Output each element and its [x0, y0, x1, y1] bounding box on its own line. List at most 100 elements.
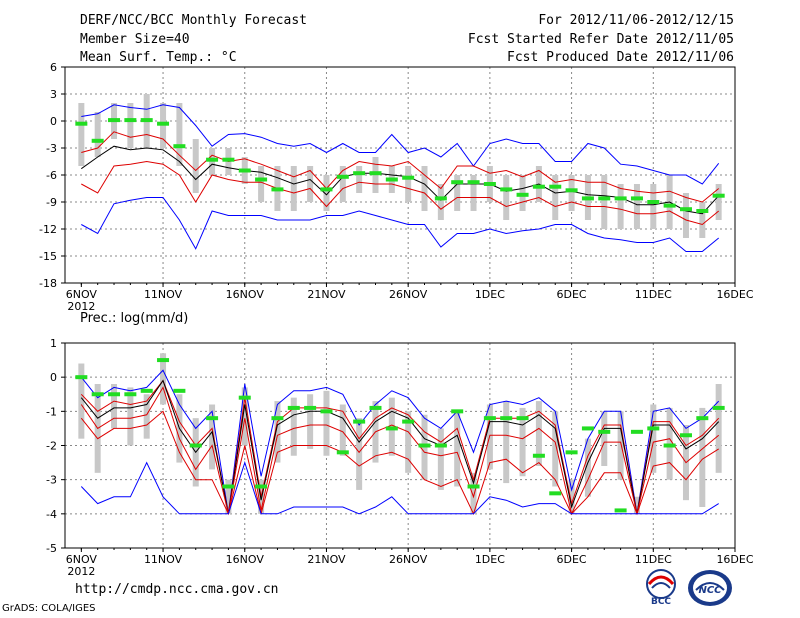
- p1-y-tick-label: -9: [46, 196, 57, 209]
- p2-climatology-marker: [451, 409, 464, 414]
- p1-climatology-marker: [565, 188, 578, 193]
- p1-climatology-marker: [369, 171, 382, 176]
- p1-climatology-marker: [500, 187, 513, 192]
- p2-climatology-marker: [696, 416, 709, 421]
- p1-spread-bar: [258, 166, 265, 202]
- p2-climatology-marker: [336, 450, 349, 455]
- member-size: Member Size=40: [80, 32, 190, 47]
- p2-spread-bar: [356, 418, 363, 490]
- p2-climatology-marker: [516, 416, 529, 421]
- p1-spread-bar: [94, 112, 101, 157]
- p2-climatology-marker: [385, 426, 398, 431]
- p2-spread-bar: [209, 404, 216, 470]
- p2-spread-bar: [307, 394, 314, 449]
- p2-climatology-marker: [75, 375, 88, 380]
- p2-climatology-marker: [140, 388, 153, 393]
- p2-series-lower: [80, 386, 720, 516]
- p1-climatology-marker: [467, 180, 480, 185]
- p2-spread-bar: [225, 479, 232, 514]
- p2-series-upper: [80, 379, 720, 514]
- p1-spread-bar: [323, 175, 330, 211]
- p1-x-tick-label: 11DEC: [635, 288, 672, 301]
- p2-spread-bar: [127, 387, 134, 446]
- p1-y-tick-label: -12: [39, 223, 57, 236]
- p2-climatology-marker: [647, 426, 660, 431]
- p2-spread-bar: [323, 390, 330, 456]
- p1-x-tick-label: 11NOV: [144, 288, 183, 301]
- p2-y-tick-label: -2: [46, 440, 57, 453]
- p2-climatology-marker: [434, 443, 447, 448]
- p1-spread-bar: [503, 175, 510, 220]
- source-url[interactable]: http://cmdp.ncc.cma.gov.cn: [75, 582, 279, 597]
- p2-spread-bar: [111, 384, 118, 429]
- p1-climatology-marker: [679, 207, 692, 212]
- p2-title: Prec.: log(mm/d): [80, 311, 188, 326]
- p2-spread-bar: [437, 428, 444, 490]
- p2-x-tick-label: 11DEC: [635, 553, 672, 566]
- p2-climatology-marker: [91, 392, 104, 397]
- p2-x-tick-label: 6DEC: [557, 553, 587, 566]
- p2-y-tick-label: -4: [46, 508, 57, 521]
- p1-spread-bar: [421, 166, 428, 211]
- p2-x-tick-label: 1DEC: [475, 553, 505, 566]
- p2-climatology-marker: [500, 416, 513, 421]
- grads-credit: GrADS: COLA/IGES: [2, 603, 96, 614]
- p1-climatology-marker: [663, 203, 676, 208]
- p1-climatology-marker: [434, 196, 447, 201]
- p2-spread-bar: [715, 384, 722, 473]
- p1-climatology-marker: [353, 171, 366, 176]
- p1-spread-bar: [715, 184, 722, 220]
- p2-series-mean: [80, 379, 720, 514]
- p2-spread-bar: [241, 387, 248, 446]
- p2-spread-bar: [470, 472, 477, 514]
- p1-spread-bar: [437, 184, 444, 220]
- p2-x-tick-label: 21NOV: [307, 553, 346, 566]
- p1-climatology-marker: [647, 200, 660, 204]
- p1-spread-bar: [454, 175, 461, 211]
- p1-y-tick-label: -15: [39, 250, 57, 263]
- p2-climatology-marker: [287, 405, 300, 410]
- p1-climatology-marker: [336, 174, 349, 179]
- p1-spread-bar: [78, 103, 85, 166]
- p1-spread-bar: [568, 175, 575, 211]
- p1-spread-bar: [682, 193, 689, 238]
- p2-x-year-label: 2012: [67, 565, 95, 578]
- p2-climatology-marker: [565, 450, 578, 455]
- p1-y-tick-label: -6: [46, 169, 57, 182]
- p1-y-tick-label: 3: [50, 88, 57, 101]
- p2-series-low2: [80, 410, 719, 516]
- p1-climatology-marker: [402, 175, 415, 180]
- p2-spread-bar: [339, 404, 346, 456]
- p2-spread-bar: [78, 363, 85, 439]
- p2-spread-bar: [617, 411, 624, 480]
- p1-y-tick-label: -3: [46, 142, 57, 155]
- p1-climatology-marker: [91, 138, 104, 143]
- p1-climatology-marker: [271, 187, 284, 192]
- p2-climatology-marker: [189, 443, 202, 448]
- p1-climatology-marker: [140, 118, 153, 123]
- chart-title: DERF/NCC/BCC Monthly Forecast: [80, 13, 307, 28]
- p1-series-max: [81, 104, 720, 185]
- p2-climatology-marker: [222, 484, 235, 489]
- p1-y-tick-label: 6: [50, 61, 57, 74]
- p1-climatology-marker: [581, 196, 594, 201]
- p1-y-tick-label: -18: [39, 277, 57, 290]
- p1-climatology-marker: [483, 182, 496, 186]
- p1-spread-bar: [356, 166, 363, 193]
- p1-spread-bar: [176, 103, 183, 166]
- p2-climatology-marker: [598, 429, 611, 434]
- p1-frame: [64, 66, 736, 284]
- variable-label: Mean Surf. Temp.: °C: [80, 50, 237, 65]
- p1-spread-bar: [633, 184, 640, 229]
- p2-series-min: [80, 460, 719, 515]
- p1-spread-bar: [470, 175, 477, 211]
- p1-x-tick-label: 6NOV: [66, 288, 98, 301]
- p2-climatology-marker: [108, 392, 121, 397]
- p2-climatology-marker: [255, 484, 268, 489]
- p2-y-tick-label: -5: [46, 542, 57, 555]
- p1-climatology-marker: [124, 118, 137, 123]
- p1-climatology-marker: [157, 121, 170, 126]
- p2-spread-bar: [552, 411, 559, 487]
- p2-x-tick-label: 26NOV: [389, 553, 428, 566]
- p1-climatology-marker: [598, 196, 611, 201]
